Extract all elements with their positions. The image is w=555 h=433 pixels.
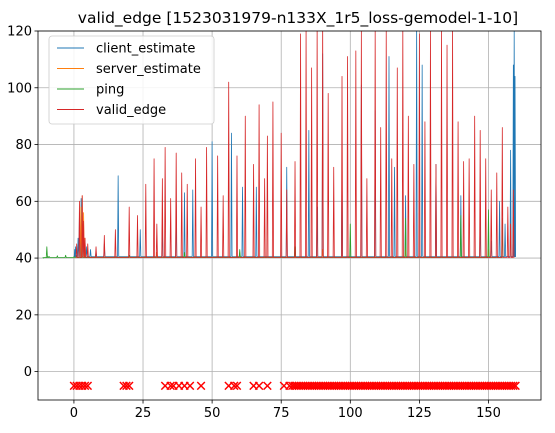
y-tick-label-5: 100 xyxy=(7,81,32,96)
legend-box xyxy=(48,35,215,125)
loss-marker-dense-100 xyxy=(509,381,518,391)
y-tick-label-0: 0 xyxy=(24,365,32,380)
y-tick-label-4: 80 xyxy=(15,138,32,153)
legend-label-ping: ping xyxy=(96,83,124,98)
data-layer xyxy=(42,31,520,391)
loss-marker-8 xyxy=(124,381,134,391)
x-tick-label-5: 125 xyxy=(407,406,432,421)
x-tick-label-6: 150 xyxy=(476,406,501,421)
legend-label-client_estimate: client_estimate xyxy=(96,42,195,57)
loss-marker-14 xyxy=(185,381,195,391)
x-tick-label-1: 25 xyxy=(135,406,152,421)
series-line-valid_edge xyxy=(75,31,515,258)
loss-marker-7 xyxy=(122,381,131,391)
loss-marker-5 xyxy=(83,381,93,391)
y-tick-label-3: 60 xyxy=(15,195,32,210)
chart-title: valid_edge [1523031979-n133X_1r5_loss-ge… xyxy=(78,9,518,28)
y-tick-label-2: 40 xyxy=(15,252,32,267)
x-tick-label-2: 50 xyxy=(204,406,221,421)
legend-label-server_estimate: server_estimate xyxy=(96,62,201,77)
x-tick-label-3: 75 xyxy=(273,406,290,421)
y-tick-label-6: 120 xyxy=(7,25,32,40)
loss-marker-20 xyxy=(254,381,264,391)
loss-marker-17 xyxy=(229,381,239,391)
loss-marker-21 xyxy=(263,381,272,391)
loss-marker-4 xyxy=(80,381,90,391)
x-tick-label-4: 100 xyxy=(338,406,363,421)
loss-marker-10 xyxy=(166,381,175,391)
loss-marker-18 xyxy=(232,381,242,391)
legend-label-valid_edge: valid_edge xyxy=(96,103,166,118)
plot-frame xyxy=(37,30,542,401)
x-tick-label-0: 0 xyxy=(70,406,78,421)
loss-marker-dense-101 xyxy=(511,381,520,391)
y-tick-label-1: 20 xyxy=(15,308,32,323)
loss-marker-15 xyxy=(196,381,206,391)
